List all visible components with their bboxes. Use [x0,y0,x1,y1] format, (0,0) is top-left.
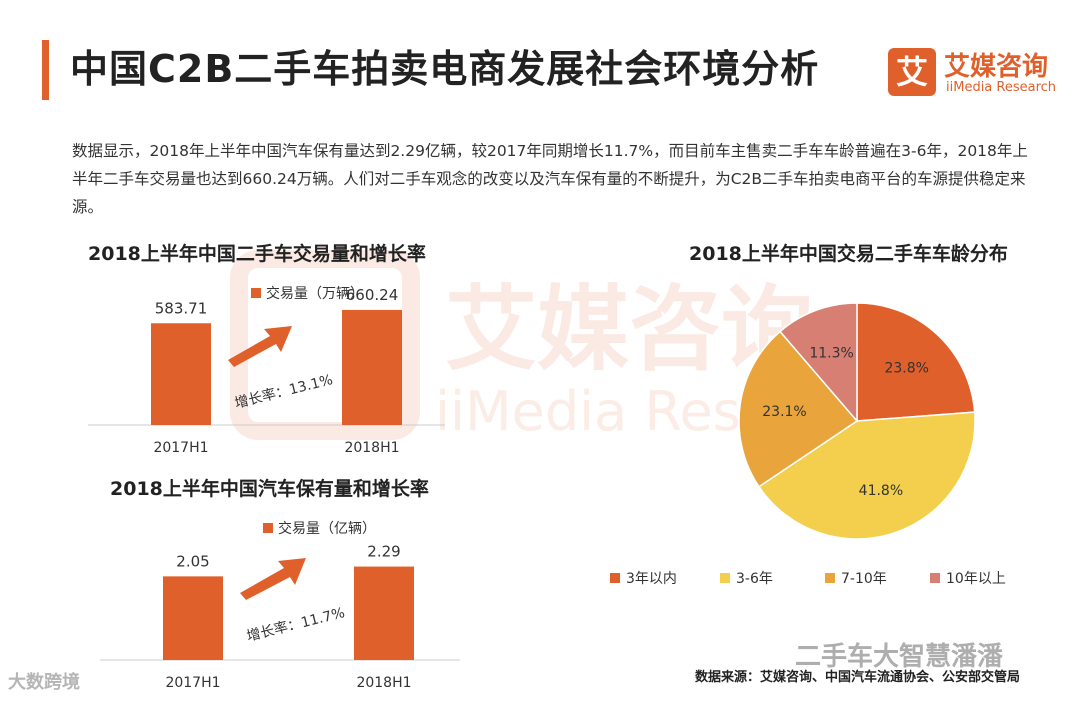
bar-2017H1 [163,576,223,660]
pie-label-10年以上: 11.3% [809,345,853,361]
logo: 艾 艾媒咨询 iiMedia Research [888,46,1058,102]
bar-2018H1 [342,309,402,425]
x-tick-2017H1: 2017H1 [165,675,220,691]
x-tick-2017H1: 2017H1 [153,440,208,456]
bar-2018H1 [354,566,414,660]
pie-label-7-10年: 23.1% [762,404,806,420]
legend-swatch-7-10年 [825,573,835,583]
growth-rate-annotation: 增长率：13.1% [233,371,335,412]
legend-swatch [251,288,261,298]
pie-chart-car-age: 23.8% 41.8% 23.1% 11.3% 3年以内 3-6年 7-10年 10年以上 [610,302,1006,587]
legend-swatch-3年以内 [610,573,620,583]
legend-label-3年以内: 3年以内 [626,571,677,587]
legend-swatch [263,523,273,533]
pie-slice-7-10年 [738,330,859,488]
bar-chart-car-ownership: 交易量（亿辆） 2.05 2017H1 2.29 2018H1 增长率：11.7% [100,520,460,691]
legend-label-7-10年: 7-10年 [841,571,887,587]
pie-slice-10年以上 [779,302,858,424]
data-source: 数据来源：艾媒咨询、中国汽车流通协会、公安部交管局 [695,670,1021,685]
logo-mark: 艾 [888,48,936,96]
growth-rate-annotation: 增长率：11.7% [245,604,347,645]
bar-chart-2-title: 2018上半年中国汽车保有量和增长率 [110,478,429,500]
legend-label: 交易量（万辆） [266,285,364,302]
pie-slice-3年以内 [856,302,976,422]
legend-swatch-3-6年 [720,573,730,583]
legend-swatch-10年以上 [930,573,940,583]
data-label-2018H1: 2.29 [367,543,400,561]
growth-arrow [240,558,306,600]
bar-2017H1 [151,323,211,425]
data-label-2018H1: 660.24 [346,286,399,304]
data-label-2017H1: 583.71 [155,299,208,317]
x-tick-2018H1: 2018H1 [344,440,399,456]
corner-watermark-left: 大数跨境 [8,672,80,693]
x-tick-2018H1: 2018H1 [356,675,411,691]
logo-name-en: iiMedia Research [946,80,1057,95]
legend-label-10年以上: 10年以上 [946,571,1006,587]
legend-label-3-6年: 3-6年 [736,571,773,587]
bar-chart-used-car-volume: 交易量（万辆） 583.71 2017H1 660.24 2018H1 增长率：13.1% [88,285,445,456]
pie-label-3年以内: 23.8% [884,360,928,376]
legend-label: 交易量（亿辆） [278,520,376,537]
pie-slice-3-6年 [757,411,976,540]
corner-watermark-right: 二手车大智慧潘潘 [795,642,1004,672]
bar-chart-1-title: 2018上半年中国二手车交易量和增长率 [88,243,426,265]
pie-label-3-6年: 41.8% [859,483,903,499]
intro-paragraph: 数据显示，2018年上半年中国汽车保有量达到2.29亿辆，较2017年同期增长1… [72,142,1028,216]
pie-chart-title: 2018上半年中国交易二手车车龄分布 [689,243,1008,265]
logo-name-cn: 艾媒咨询 [944,52,1049,82]
title-accent-bar [42,40,49,100]
growth-arrow [228,326,292,367]
page-title: 中国C2B二手车拍卖电商发展社会环境分析 [70,47,820,91]
data-label-2017H1: 2.05 [176,552,209,570]
